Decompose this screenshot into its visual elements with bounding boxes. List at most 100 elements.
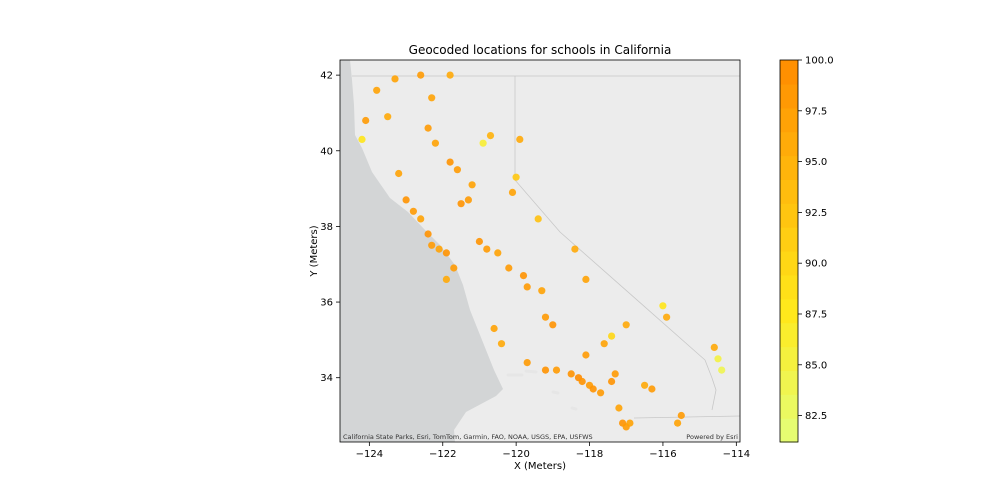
data-point [479,139,487,147]
colorbar-band [780,107,798,133]
data-point [552,366,561,374]
data-point [475,237,483,246]
colorbar-band [780,298,798,324]
x-axis: −124 −122 −120 −118 −116 −114 [356,442,750,460]
x-tick-label: −116 [649,449,676,460]
data-point [538,287,546,295]
colorbar-band [780,370,798,395]
x-axis-label: X (Meters) [514,461,566,472]
data-point [409,207,417,215]
land-mass [340,60,740,442]
colorbar-band [780,322,798,348]
x-tick-label: −120 [502,449,529,460]
y-tick-label: 34 [320,373,333,384]
data-point [435,245,443,253]
colorbar-tick-label: 87.5 [805,309,827,320]
colorbar-band [780,155,798,180]
basemap [340,60,740,442]
data-point [519,272,528,280]
data-point [442,275,450,283]
data-point [549,321,557,329]
colorbar-band [780,227,798,252]
data-point [391,75,399,83]
data-point [534,215,542,223]
data-point [615,404,623,412]
colorbar-band [780,83,798,109]
colorbar-ticks: 82.5 85.0 87.5 90.0 92.5 95.0 97.5 100.0 [798,56,834,422]
colorbar-band [780,60,798,85]
data-point [523,359,531,367]
colorbar-tick-label: 97.5 [805,106,827,117]
data-point [589,385,597,393]
data-point [497,340,506,348]
y-axis-label: Y (Meters) [309,225,320,277]
data-point [402,196,410,204]
data-point [442,249,450,257]
colorbar-tick-label: 95.0 [805,157,827,168]
data-point [567,370,575,378]
y-tick-label: 36 [320,298,333,309]
data-point [494,249,502,257]
colorbar: 82.5 85.0 87.5 90.0 92.5 95.0 97.5 100.0 [779,56,834,443]
state-borders [352,75,740,419]
colorbar-band [780,394,798,419]
data-point [424,124,432,132]
x-tick-label: −122 [429,449,456,460]
colorbar-band [780,203,798,228]
chart-title: Geocoded locations for schools in Califo… [409,43,672,57]
plot-frame [339,59,741,443]
colorbar-gradient [780,60,798,443]
colorbar-band [780,418,798,443]
data-point [597,389,605,397]
data-point [431,139,439,147]
data-point [417,71,425,79]
data-point [358,135,366,143]
data-point [505,264,513,272]
data-point [677,411,685,420]
colorbar-tick-label: 90.0 [805,259,827,270]
data-point [611,370,619,378]
data-point [457,200,465,208]
colorbar-band [780,179,798,204]
data-point [663,313,671,321]
attribution-left: California State Parks, Esri, TomTom, Ga… [343,433,593,441]
data-point [384,113,392,121]
colorbar-frame [779,59,799,443]
x-tick-label: −118 [576,449,603,460]
data-point [710,343,718,351]
data-point [373,86,381,94]
data-point [428,94,436,102]
data-point [424,230,432,238]
data-point [674,419,682,427]
data-point [468,181,476,189]
y-axis: 34 36 38 40 42 [320,71,340,384]
data-point [626,419,634,427]
data-point [571,245,579,253]
scatter-points [358,71,726,431]
colorbar-tick-label: 100.0 [805,56,834,67]
colorbar-tick-label: 85.0 [805,360,827,371]
data-point [600,340,608,348]
x-tick-label: −124 [356,449,383,460]
data-point [483,245,491,253]
y-tick-label: 38 [320,222,333,233]
channel-islands [506,369,578,411]
data-point [464,196,472,204]
colorbar-tick-label: 92.5 [805,208,827,219]
data-point [641,381,649,389]
data-point [523,283,531,291]
data-point [490,324,498,333]
data-point [450,264,458,272]
x-tick-label: −114 [723,449,750,460]
colorbar-band [780,131,798,157]
colorbar-band [780,346,798,371]
data-point [578,377,586,386]
data-point [659,302,667,310]
data-point [582,351,590,359]
data-point [541,366,550,374]
data-point [648,385,656,393]
data-point [541,313,550,321]
data-point [486,132,495,140]
